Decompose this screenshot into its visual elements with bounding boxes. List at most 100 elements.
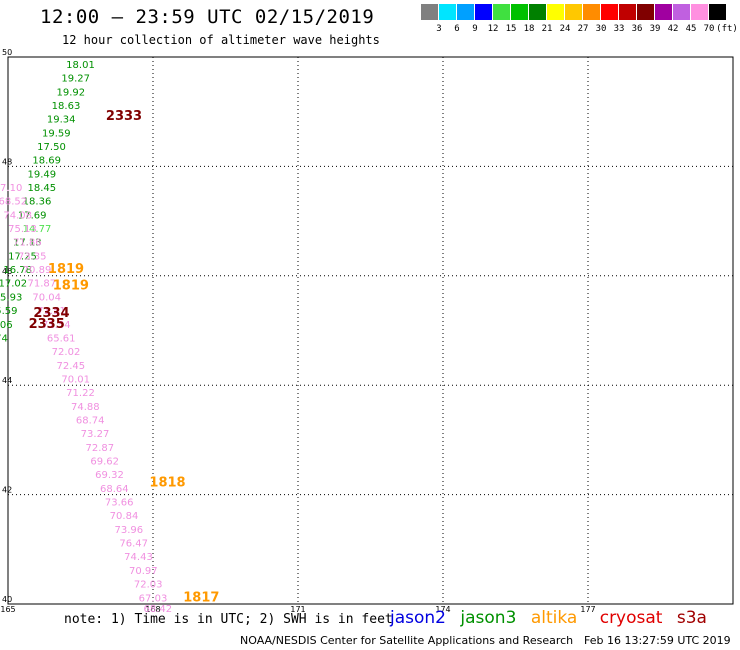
data-label-jason3: 17.02 [0,279,27,290]
data-label-pink: 72.87 [86,443,115,454]
legend-jason3: jason3 [460,608,517,628]
scale-label: 21 [541,24,553,34]
data-label-jason3-light: 14.77 [23,224,52,235]
y-tick-label: 50 [2,48,12,57]
data-label-pink: 71.86 [13,238,42,249]
data-label-jason3: 19.59 [42,128,71,139]
legend-s3a: s3a [676,608,707,628]
scale-label: 33 [613,24,625,34]
data-label-pink: 68.42 [144,604,173,615]
data-label-jason3: 17.50 [37,142,66,153]
scale-label: 70 [703,24,715,34]
scale-label: 45 [685,24,697,34]
legend-cryosat: cryosat [599,608,663,628]
scale-label: 9 [472,24,478,34]
data-label-jason3: 19.34 [47,115,76,126]
scale-swatch [457,4,474,20]
x-tick-label: 174 [435,605,450,614]
data-label-pink: 72.45 [57,361,86,372]
data-label-jason3: 19.49 [28,169,57,180]
data-label-jason3: 18.69 [32,156,61,167]
data-label-pink: 75.13 [8,224,37,235]
data-label-pink: 74.43 [124,552,153,563]
data-label-pink: 69.32 [95,470,124,481]
data-label-pink: 72.03 [134,580,163,591]
scale-label: (ft) [716,24,738,34]
data-label-pink: 67.10 [0,183,22,194]
legend-altika: altika [530,608,578,628]
scale-swatch [565,4,582,20]
data-label-jason3: 19.27 [61,74,90,85]
data-label-jason3: 15.93 [0,292,22,303]
scale-label: 36 [631,24,643,34]
data-label-jason3: 18.06 [0,320,13,331]
scale-label: 42 [667,24,679,34]
data-label-pink: 68.74 [76,415,105,426]
scale-label: 3 [436,24,442,34]
scale-swatch [529,4,546,20]
data-label-pink: 70.89 [23,265,52,276]
scale-label: 27 [577,24,589,34]
data-label-jason3: 17.25 [8,251,37,262]
scale-swatch [637,4,654,20]
data-label-pink: 68.64 [100,484,129,495]
y-tick-label: 46 [2,267,12,276]
scale-swatch [709,4,726,20]
scale-label: 24 [559,24,571,34]
data-label-pink: 74.88 [71,402,100,413]
data-label-jason3: 18.01 [66,60,95,71]
scale-swatch [475,4,492,20]
satellite-legend: jason2 jason3 altika cryosat s3a [390,608,707,628]
y-tick-label: 42 [2,486,12,495]
data-label-pink: 70.97 [129,566,158,577]
data-label-pink: 72.02 [52,347,81,358]
data-label-pink: 68.52 [0,197,27,208]
data-label-s3a: 2333 [106,109,142,124]
legend-jason2: jason2 [390,608,446,628]
chart-subtitle: 12 hour collection of altimeter wave hei… [62,33,380,47]
scale-swatch [421,4,438,20]
data-label-pink: 71.54 [42,320,71,331]
scale-swatch [583,4,600,20]
scale-label: 12 [487,24,499,34]
data-label-jason3: 19.92 [57,87,86,98]
plot-frame [7,56,734,605]
data-label-pink: 65.61 [47,333,76,344]
scale-swatch [691,4,708,20]
x-tick-label: 168 [145,605,160,614]
data-label-s3a: 2334 [33,306,69,321]
data-label-jason3: 18.36 [23,197,52,208]
data-label-jason3: 18.63 [52,101,81,112]
data-label-jason3: 18.45 [28,183,57,194]
data-label-s3a: 2335 [29,317,65,332]
data-label-pink: 76.47 [119,539,148,550]
data-label-altika: 1819 [53,278,89,293]
data-label-jason3: 17.13 [13,238,42,249]
data-label-pink: 71.22 [66,388,95,399]
x-tick-label: 177 [580,605,595,614]
data-label-pink: 74.08 [3,210,32,221]
data-label-pink: 73.96 [115,525,144,536]
scale-swatch [547,4,564,20]
y-tick-label: 44 [2,376,12,385]
timestamp-text: Feb 16 13:27:59 UTC 2019 [584,634,731,647]
data-label-altika: 1817 [183,590,219,605]
scale-swatch [601,4,618,20]
scale-label: 18 [523,24,535,34]
data-label-pink: 70.84 [110,511,139,522]
data-label-pink: 73.27 [81,429,110,440]
scale-swatch [511,4,528,20]
data-label-jason3: 16.78 [3,265,32,276]
data-label-pink: 67.03 [139,593,168,604]
data-label-jason3: 15.59 [0,306,17,317]
footnote: note: 1) Time is in UTC; 2) SWH is in fe… [64,612,393,627]
credit-text: NOAA/NESDIS Center for Satellite Applica… [240,634,574,647]
y-tick-label: 48 [2,157,12,166]
data-label-altika: 1818 [149,475,185,490]
data-label-pink: 71.87 [28,279,57,290]
chart-title: 12:00 — 23:59 UTC 02/15/2019 [40,6,375,28]
data-label-pink: 73.66 [105,498,134,509]
scale-swatch [619,4,636,20]
data-label-pink: 70.04 [32,292,61,303]
